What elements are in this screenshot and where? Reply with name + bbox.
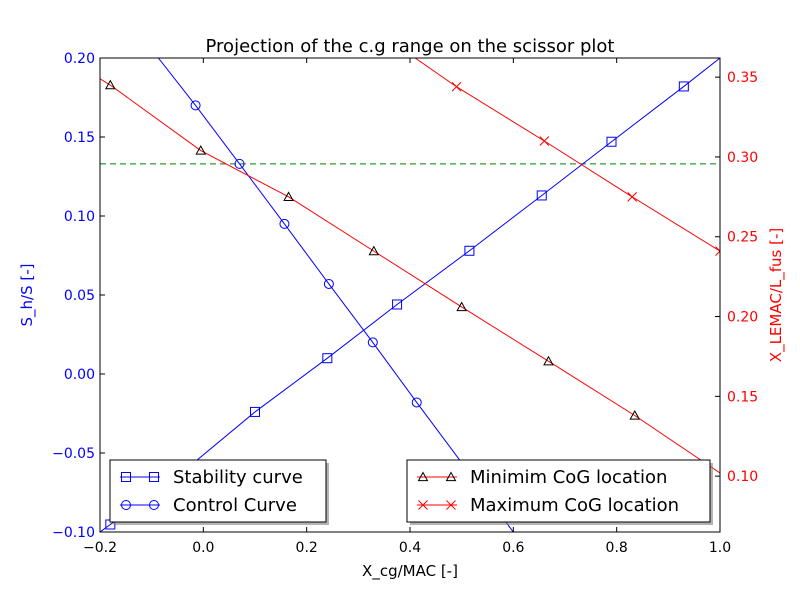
y-right-tick-label: 0.20 <box>727 310 758 326</box>
legend-marker <box>445 471 457 482</box>
chart-title: Projection of the c.g range on the sciss… <box>206 36 615 57</box>
x-tick-label: 0.8 <box>606 540 628 556</box>
y-right-tick-label: 0.30 <box>727 150 758 166</box>
series-3-point-3 <box>715 246 720 256</box>
y-right-tick-label: 0.25 <box>727 230 758 246</box>
series-line-0 <box>100 58 720 532</box>
x-tick-label: 0.2 <box>296 540 318 556</box>
legend-marker <box>149 472 159 482</box>
x-tick-label: −0.2 <box>83 540 117 556</box>
series-2-point-4 <box>456 301 468 312</box>
y-tick-label: −0.05 <box>52 446 95 462</box>
y-tick-label: 0.00 <box>64 367 95 383</box>
legend-layer: Stability curve Control Curve Minimim CoG … <box>109 459 713 525</box>
series-1-point-1 <box>234 158 245 169</box>
series-1-point-5 <box>411 397 422 408</box>
series-1 <box>157 58 514 532</box>
legend-label: Control Curve <box>173 495 297 516</box>
y-tick-label: 0.10 <box>64 209 95 225</box>
series-3 <box>414 58 720 256</box>
series-line-1 <box>157 58 514 532</box>
legend-frame <box>109 459 327 523</box>
legend-marker <box>446 500 456 510</box>
legend-marker <box>121 500 131 510</box>
x-tick-label: 1.0 <box>709 540 731 556</box>
y-tick-label: −0.10 <box>52 525 95 541</box>
series-3-point-0 <box>451 81 462 92</box>
legend-frame <box>406 459 711 523</box>
x-tick-label: 0.6 <box>502 540 524 556</box>
series-2-point-6 <box>629 409 641 420</box>
series-2-point-0 <box>104 79 116 90</box>
legend-label: Maximum CoG location <box>470 495 679 516</box>
y-right-tick-label: 0.15 <box>727 389 758 405</box>
series-0-point-1 <box>250 406 260 417</box>
series-2-point-1 <box>195 145 207 155</box>
series-1-point-4 <box>367 337 378 348</box>
axes-layer: −0.2 0.0 0.2 0.4 0.6 0.8 1.0 −0.10 −0.05 0.00 0.05… <box>18 51 786 581</box>
series-2-point-3 <box>368 245 380 256</box>
legend-marker <box>418 500 428 510</box>
series-3-point-1 <box>539 136 550 146</box>
y-right-tick-label: 0.10 <box>727 469 758 485</box>
series-1-point-0 <box>190 100 201 111</box>
series-line-2 <box>100 78 720 474</box>
series-0-point-6 <box>606 136 617 147</box>
legend-label: Stability curve <box>173 467 303 488</box>
legend-label: Minimim CoG location <box>470 467 667 488</box>
series-0-point-3 <box>392 299 403 310</box>
series-0-point-4 <box>464 245 475 256</box>
y-axis-label: S_h/S [-] <box>18 264 37 327</box>
series-2 <box>100 78 720 474</box>
y-right-axis-label: X_LEMAC/L_fus [-] <box>767 228 786 362</box>
series-1-point-3 <box>323 278 334 289</box>
legend-lower-left: Stability curve Control Curve <box>109 459 329 525</box>
y-tick-label: 0.05 <box>64 288 95 304</box>
series-2-point-5 <box>543 355 554 366</box>
y-tick-label: 0.20 <box>64 51 95 67</box>
y-right-tick-label: 0.35 <box>727 70 758 86</box>
legend-marker <box>121 472 131 482</box>
series-1-point-2 <box>279 218 290 229</box>
series-layer <box>100 58 720 532</box>
series-2-point-2 <box>283 191 294 201</box>
series-0-point-2 <box>322 353 333 364</box>
legend-marker <box>417 471 429 482</box>
series-3-point-2 <box>627 191 638 202</box>
series-0-point-7 <box>678 81 689 92</box>
legend-lower-right: Minimim CoG location Maximum CoG location <box>406 459 713 525</box>
x-tick-label: 0.4 <box>399 540 421 556</box>
y-tick-label: 0.15 <box>64 130 95 146</box>
x-axis-label: X_cg/MAC [-] <box>362 562 458 581</box>
x-tick-label: 0.0 <box>192 540 214 556</box>
series-0-point-5 <box>536 190 547 201</box>
legend-marker <box>149 500 159 510</box>
